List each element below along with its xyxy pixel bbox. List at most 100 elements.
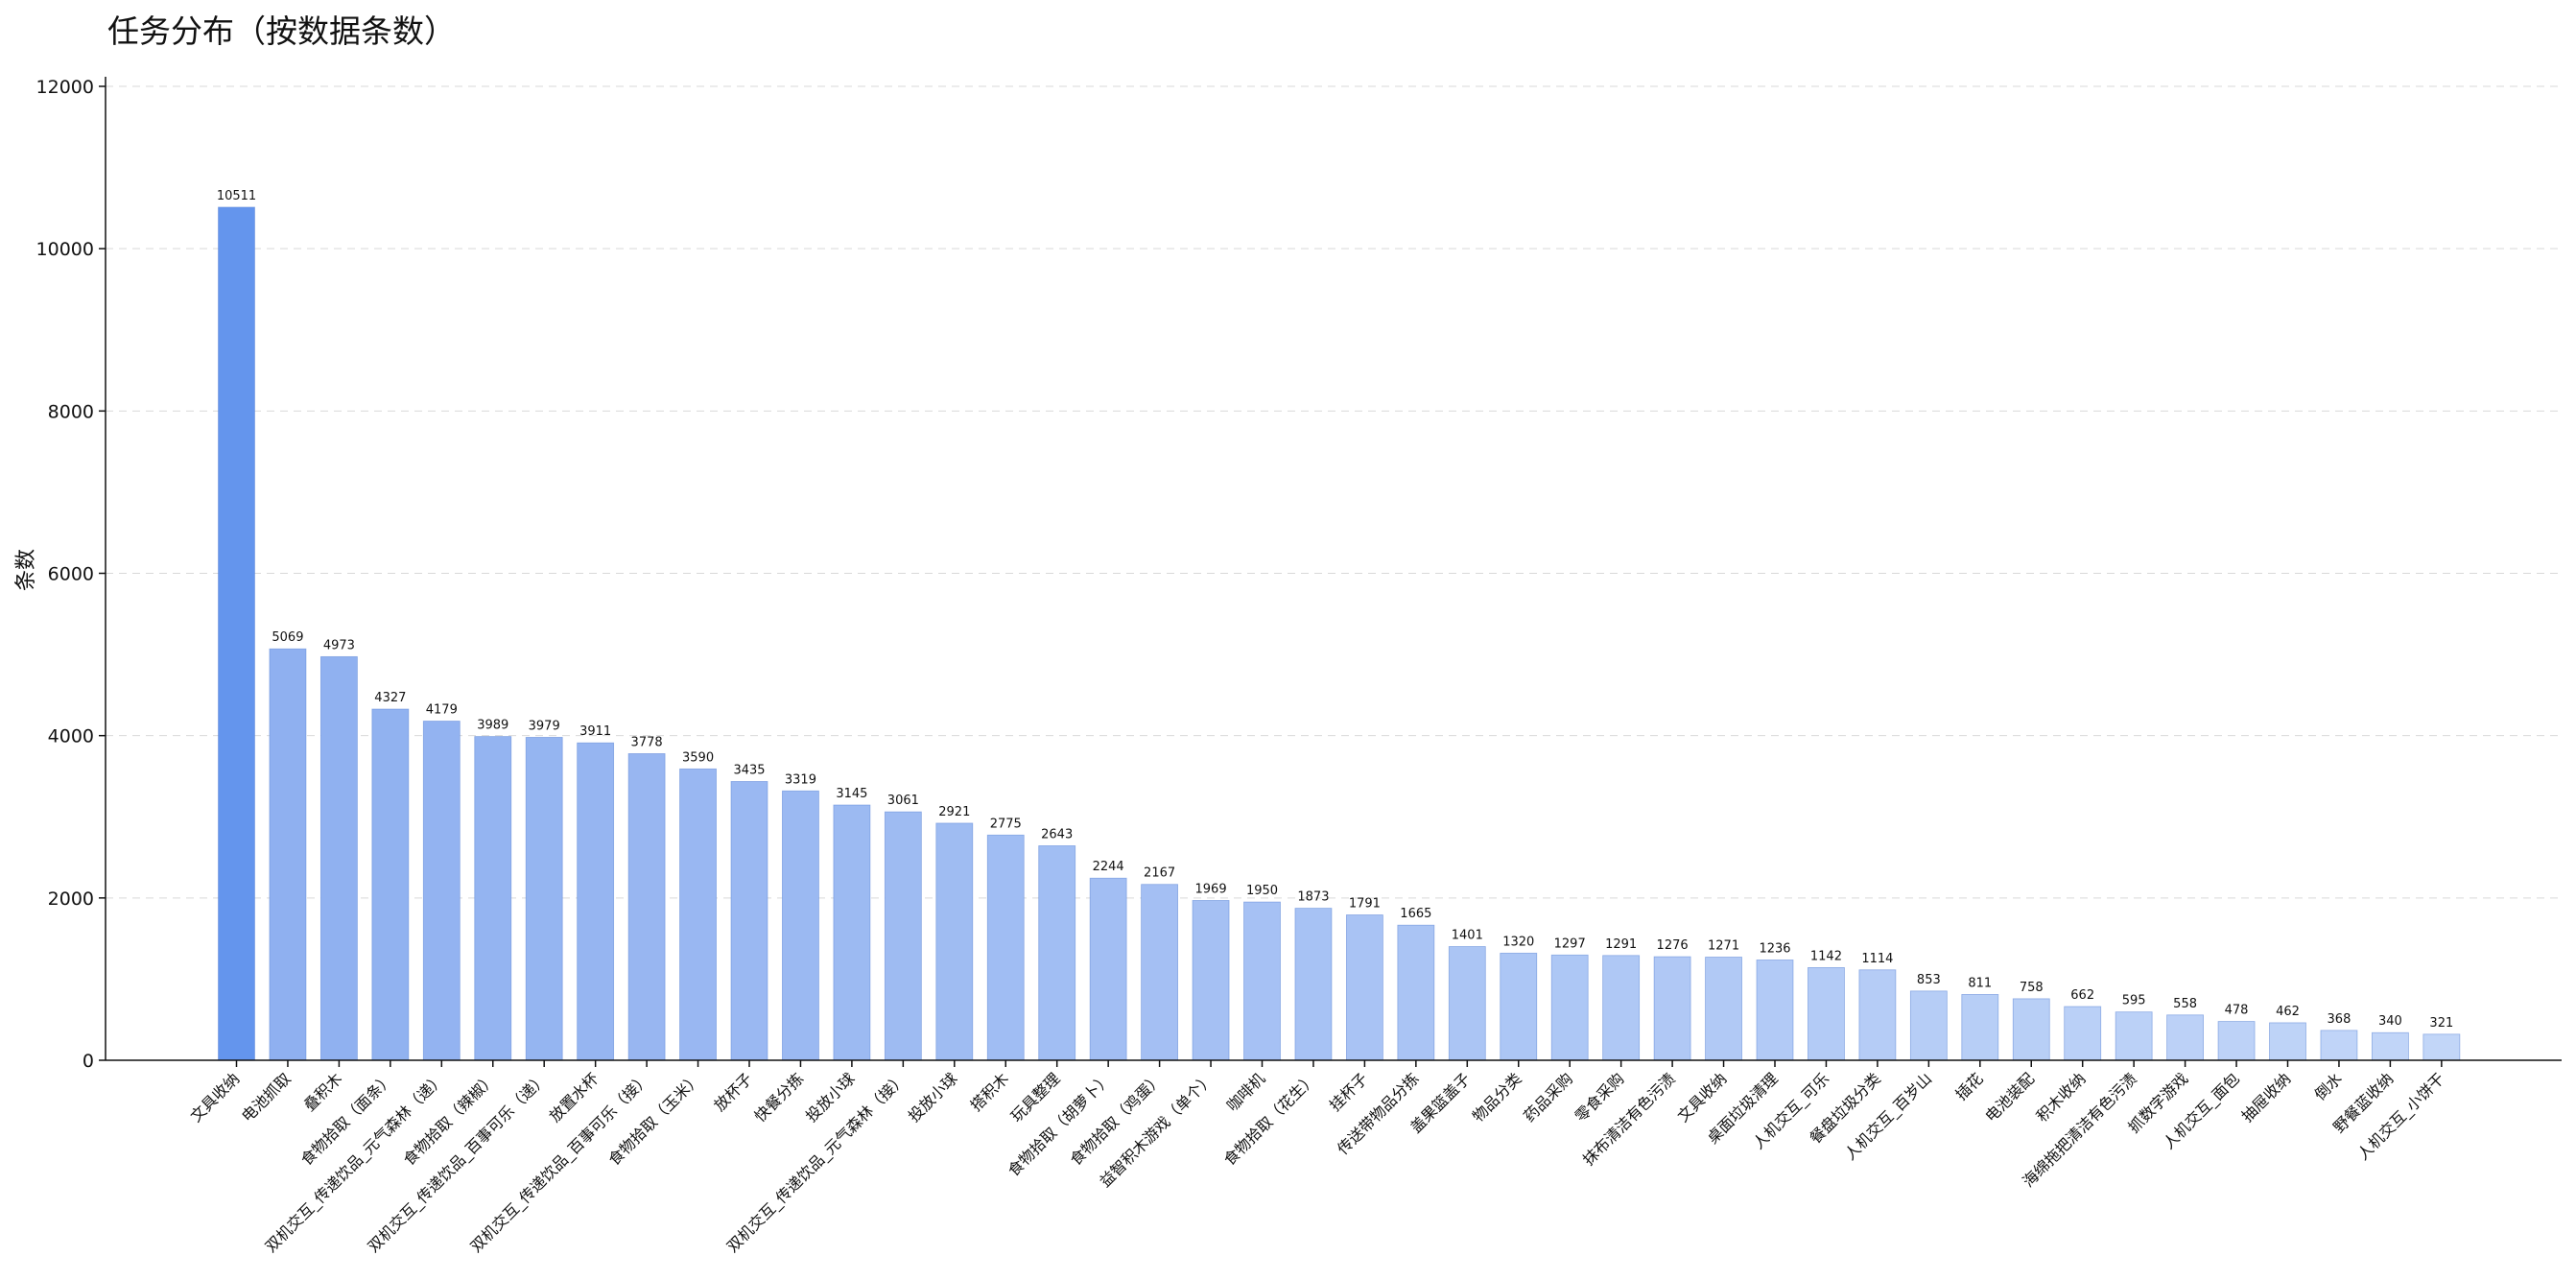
- data-label: 1276: [1657, 938, 1689, 953]
- axes: [105, 77, 2562, 1061]
- x-tick-label: 物品分类: [1469, 1069, 1525, 1126]
- y-tick-label: 8000: [48, 401, 94, 422]
- x-tick-label: 食物拾取（面条）: [297, 1069, 397, 1169]
- bar: [269, 648, 307, 1061]
- data-label: 2643: [1041, 827, 1073, 841]
- bar: [474, 736, 512, 1061]
- x-tick-label: 电池抓取: [238, 1069, 295, 1126]
- data-label: 4179: [426, 703, 458, 718]
- data-label: 853: [1917, 973, 1941, 987]
- data-label: 2244: [1093, 860, 1124, 874]
- data-label: 1950: [1246, 884, 1278, 898]
- bar: [1858, 969, 1897, 1061]
- data-label: 2775: [990, 817, 1022, 831]
- bar: [1243, 901, 1281, 1061]
- x-tick-label: 放杯子: [710, 1069, 755, 1114]
- value-labels: 10511 5069 4973 4327 4179 3989 3979 3911 3778 359…: [217, 189, 2453, 1031]
- bar: [679, 768, 717, 1061]
- data-label: 1114: [1861, 952, 1893, 966]
- bar: [2320, 1030, 2358, 1061]
- data-label: 1873: [1297, 890, 1329, 905]
- bar: [2217, 1021, 2256, 1061]
- data-label: 595: [2122, 994, 2146, 1008]
- bar: [371, 708, 410, 1061]
- bar: [884, 811, 922, 1061]
- data-label: 3911: [579, 724, 611, 739]
- data-label: 340: [2378, 1014, 2402, 1029]
- data-label: 758: [2020, 981, 2044, 995]
- data-label: 3989: [477, 719, 508, 733]
- bar: [2371, 1031, 2409, 1061]
- bar: [730, 781, 768, 1061]
- x-tick-label: 文具收纳: [187, 1069, 244, 1126]
- data-label: 662: [2070, 988, 2094, 1003]
- data-label: 3778: [631, 735, 663, 749]
- bar: [1961, 994, 1999, 1061]
- bar: [2115, 1011, 2153, 1061]
- data-label: 1969: [1195, 882, 1227, 896]
- x-tick-label: 食物拾取（玉米）: [604, 1069, 704, 1169]
- x-tick-label: 咖啡机: [1223, 1069, 1268, 1114]
- data-label: 1142: [1810, 949, 1842, 963]
- x-tick-label: 食物拾取（花生）: [1220, 1069, 1320, 1169]
- data-label: 3145: [836, 787, 867, 801]
- y-tick-label: 10000: [36, 239, 94, 260]
- data-label: 1320: [1502, 935, 1534, 949]
- y-axis-title: 条数: [14, 549, 38, 591]
- x-tick-label: 投放小球: [905, 1069, 961, 1126]
- y-tick-label: 6000: [48, 564, 94, 585]
- bar: [2166, 1014, 2205, 1061]
- data-label: 5069: [272, 630, 303, 645]
- data-label: 3319: [785, 772, 816, 787]
- y-tick-label: 4000: [48, 726, 94, 747]
- y-tick-label: 12000: [36, 77, 94, 98]
- bar: [1448, 946, 1486, 1061]
- data-label: 1791: [1349, 897, 1381, 912]
- bar: [1294, 908, 1333, 1061]
- x-tick-label: 快餐分拣: [751, 1069, 808, 1126]
- bar: [627, 753, 666, 1061]
- data-label: 1665: [1400, 907, 1431, 921]
- data-label: 462: [2276, 1005, 2300, 1019]
- data-label: 321: [2429, 1016, 2453, 1031]
- bar: [1397, 924, 1435, 1061]
- y-tick-label: 0: [83, 1051, 94, 1072]
- data-label: 368: [2328, 1012, 2351, 1027]
- x-tick-label: 抽屉收纳: [2238, 1069, 2295, 1126]
- bar: [577, 742, 615, 1061]
- bar: [986, 834, 1025, 1061]
- bar: [1500, 952, 1538, 1061]
- data-label: 3590: [682, 750, 714, 765]
- x-tick-label: 人机交互_百岁山: [1841, 1069, 1936, 1164]
- data-label: 1291: [1605, 937, 1637, 952]
- x-tick-label: 插花: [1952, 1069, 1987, 1103]
- bar: [2269, 1022, 2306, 1061]
- bar: [319, 655, 358, 1061]
- bar: [1089, 877, 1127, 1061]
- x-tick-label: 抹布清洁有色污渍: [1579, 1069, 1679, 1169]
- bar: [1602, 955, 1641, 1061]
- bar: [422, 721, 461, 1061]
- data-label: 811: [1968, 976, 1992, 990]
- data-label: 1271: [1708, 938, 1739, 953]
- chart-title: 任务分布（按数据条数）: [107, 12, 456, 50]
- bar: [2012, 998, 2050, 1061]
- bar: [218, 206, 255, 1061]
- bar: [1550, 954, 1589, 1061]
- bar: [1192, 900, 1230, 1061]
- x-tick-label: 食物拾取（辣椒）: [400, 1069, 500, 1169]
- bar: [1909, 990, 1948, 1061]
- bar: [1756, 960, 1794, 1061]
- data-label: 4327: [374, 691, 406, 705]
- data-label: 478: [2225, 1004, 2249, 1018]
- x-tick-label: 挂杯子: [1326, 1069, 1371, 1114]
- data-label: 2921: [938, 805, 970, 819]
- bar: [1346, 914, 1383, 1061]
- bar: [1653, 956, 1691, 1061]
- data-label: 3061: [887, 794, 919, 808]
- x-tick-label: 叠积木: [300, 1069, 345, 1114]
- bar: [833, 804, 871, 1061]
- data-label: 4973: [323, 638, 355, 652]
